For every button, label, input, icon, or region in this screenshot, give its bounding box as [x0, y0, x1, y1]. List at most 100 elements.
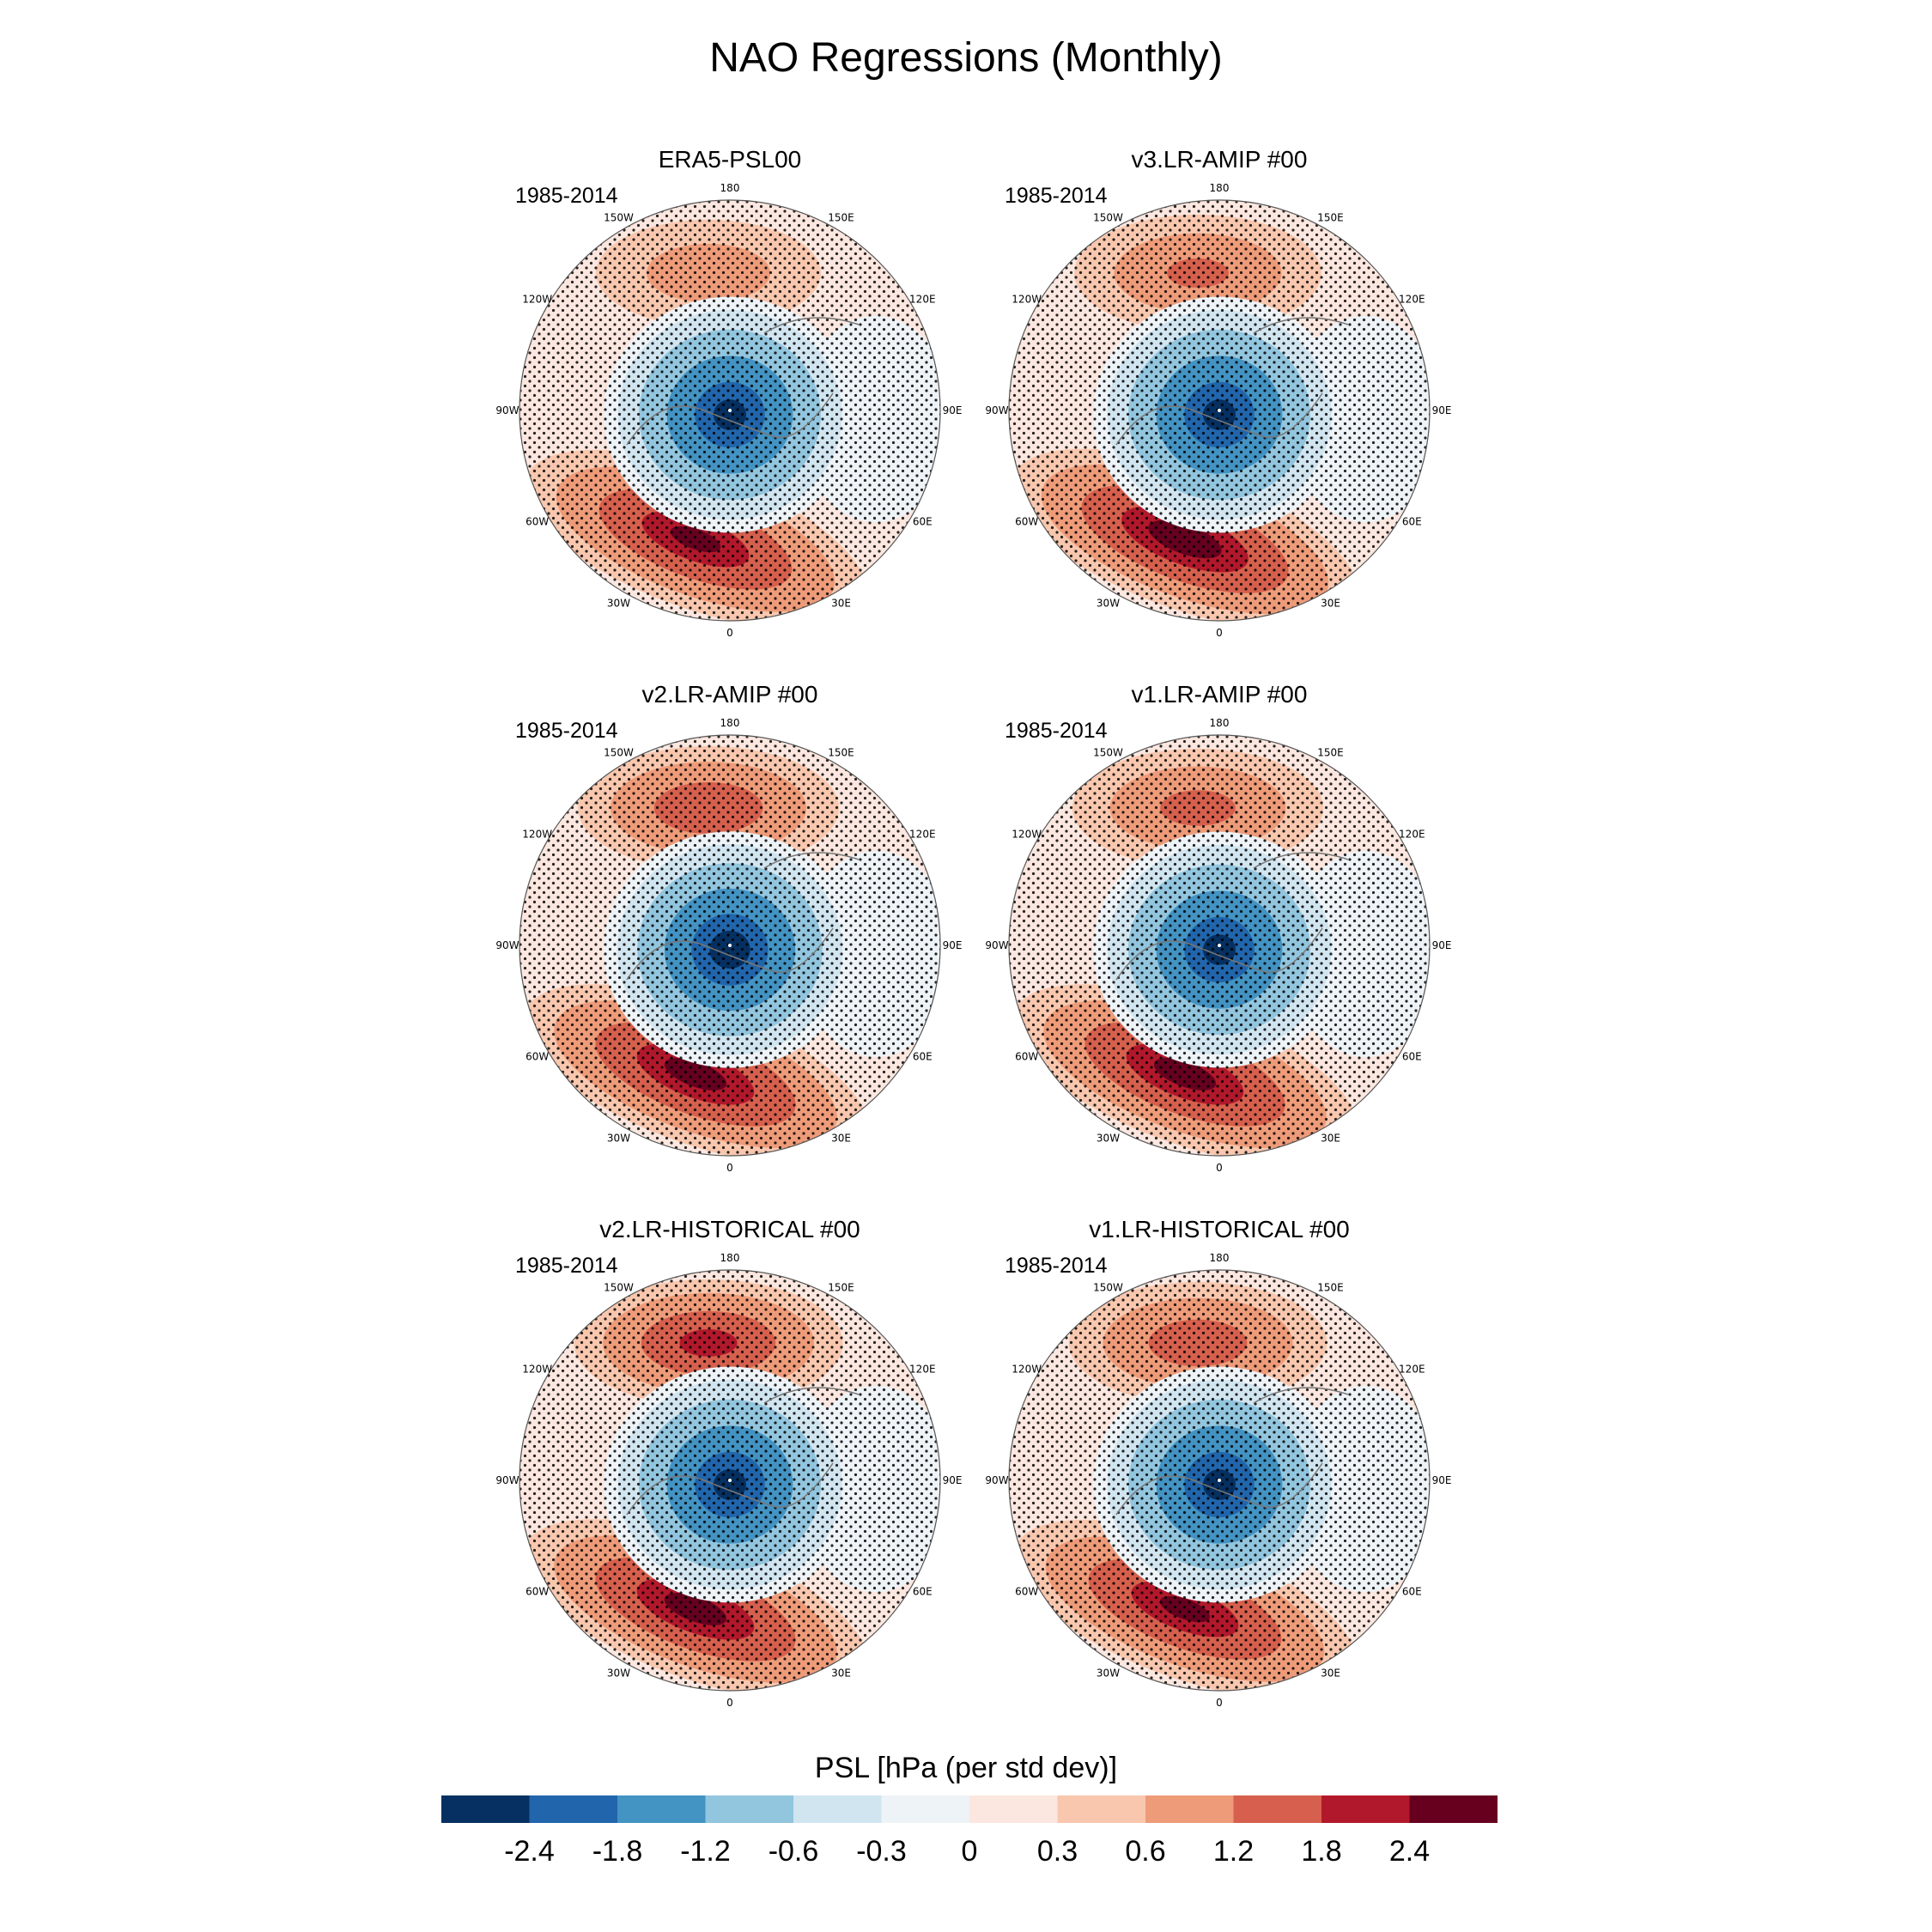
- longitude-label: 30E: [831, 1667, 851, 1679]
- longitude-label: 180: [1210, 717, 1230, 729]
- panel-years: 1985-2014: [1005, 719, 1108, 743]
- longitude-label: 120E: [1399, 1364, 1425, 1376]
- longitude-label: 120W: [522, 1364, 552, 1376]
- panel-title: v3.LR-AMIP #00: [1131, 146, 1308, 173]
- longitude-label: 30W: [1097, 1667, 1120, 1679]
- longitude-label: 180: [1210, 182, 1230, 194]
- panel-years: 1985-2014: [1005, 184, 1108, 208]
- longitude-label: 30W: [607, 597, 630, 609]
- longitude-label: 150E: [828, 1282, 854, 1294]
- colorbar-tick-label: -1.2: [680, 1835, 731, 1868]
- longitude-label: 180: [720, 1252, 740, 1264]
- longitude-label: 60W: [1015, 516, 1038, 528]
- colorbar-bin: [1145, 1795, 1234, 1823]
- colorbar-tick-label: 2.4: [1389, 1835, 1430, 1868]
- longitude-label: 90E: [1432, 939, 1452, 951]
- longitude-label: 180: [1210, 1252, 1230, 1264]
- longitude-label: 150W: [1093, 1282, 1123, 1294]
- longitude-label: 0: [1216, 627, 1223, 639]
- colorbar-tick-label: 1.2: [1213, 1835, 1254, 1868]
- pressure-field: [1009, 735, 1430, 1156]
- longitude-label: 30W: [1097, 1132, 1120, 1144]
- colorbar-tick-label: -0.6: [769, 1835, 819, 1868]
- longitude-label: 0: [1216, 1162, 1223, 1174]
- panel-title: v1.LR-HISTORICAL #00: [1089, 1216, 1350, 1242]
- north-pole-marker: [728, 409, 732, 412]
- north-pole-marker: [1218, 1479, 1221, 1482]
- pressure-field: [519, 735, 940, 1156]
- pressure-field: [1009, 1270, 1430, 1691]
- panel-years: 1985-2014: [515, 1254, 618, 1278]
- longitude-label: 60W: [1015, 1051, 1038, 1063]
- longitude-label: 30E: [1321, 1667, 1340, 1679]
- panel-title: v1.LR-AMIP #00: [1131, 681, 1308, 708]
- coastline: [626, 1387, 860, 1516]
- north-pole-marker: [1218, 409, 1221, 412]
- longitude-label: 120E: [909, 294, 936, 306]
- coastline: [1115, 852, 1349, 981]
- longitude-label: 90W: [495, 1474, 519, 1486]
- colorbar-bin: [1321, 1795, 1410, 1823]
- longitude-label: 60E: [913, 516, 933, 528]
- longitude-label: 150W: [1093, 747, 1123, 759]
- panel-years: 1985-2014: [515, 184, 618, 208]
- coastline: [1115, 317, 1349, 446]
- polar-map: 180 150E 120E 90E 60E 30E 0 30W 60W 90W 120W 150W: [985, 182, 1451, 639]
- longitude-label: 60E: [1402, 1586, 1422, 1598]
- polar-map: 180 150E 120E 90E 60E 30E 0 30W 60W 90W 120W 150W: [985, 1252, 1452, 1709]
- colorbar-bin: [969, 1795, 1058, 1823]
- longitude-label: 120E: [909, 829, 936, 841]
- longitude-label: 30E: [1321, 597, 1340, 609]
- polar-map: 180 150E 120E 90E 60E 30E 0 30W 60W 90W 120W 150W: [985, 717, 1452, 1174]
- longitude-label: 150E: [1317, 1282, 1344, 1294]
- panel-title: v2.LR-HISTORICAL #00: [599, 1216, 860, 1242]
- colorbar-bin: [441, 1795, 530, 1823]
- longitude-label: 90E: [1432, 1474, 1452, 1486]
- coastline: [626, 852, 860, 981]
- map-border: [519, 199, 941, 622]
- longitude-label: 120W: [1012, 1364, 1042, 1376]
- pressure-field: [519, 200, 940, 621]
- longitude-label: 150W: [604, 747, 634, 759]
- panel-title: ERA5-PSL00: [658, 146, 802, 173]
- longitude-label: 150W: [1093, 212, 1123, 224]
- longitude-label: 150E: [1317, 747, 1344, 759]
- longitude-label: 60W: [1015, 1586, 1038, 1598]
- north-pole-marker: [728, 1479, 732, 1482]
- longitude-label: 120E: [909, 1364, 936, 1376]
- longitude-label: 0: [1216, 1697, 1223, 1709]
- colorbar-tick-label: 0.3: [1037, 1835, 1078, 1868]
- map-panel: v1.LR-HISTORICAL #00 180 150E 120E 90E 60E 30E…: [979, 1216, 1460, 1731]
- panel-title: v2.LR-AMIP #00: [641, 681, 818, 708]
- longitude-label: 90W: [985, 939, 1008, 951]
- longitude-label: 60E: [913, 1051, 933, 1063]
- colorbar-tick-label: 0.6: [1125, 1835, 1165, 1868]
- colorbar-bin: [1233, 1795, 1321, 1823]
- map-border: [1008, 199, 1431, 622]
- map-panel: ERA5-PSL00 180 150E 120E 90E 60E 30E 0 30W 60W 90W…: [489, 146, 970, 661]
- longitude-label: 150E: [828, 212, 854, 224]
- longitude-label: 60W: [526, 1586, 549, 1598]
- map-panel: v2.LR-AMIP #00 180 150E 120E 90E 60E 30E 0 30W 60…: [489, 681, 970, 1196]
- north-pole-marker: [1218, 944, 1221, 947]
- longitude-label: 60W: [526, 516, 549, 528]
- longitude-label: 30E: [1321, 1132, 1340, 1144]
- longitude-label: 180: [720, 717, 740, 729]
- pressure-field: [1009, 200, 1430, 621]
- map-border: [1008, 1269, 1431, 1692]
- longitude-label: 60E: [1402, 516, 1422, 528]
- colorbar-bin: [881, 1795, 969, 1823]
- longitude-label: 120W: [1012, 294, 1042, 306]
- pressure-field: [519, 1270, 940, 1691]
- colorbar-tick-label: 1.8: [1301, 1835, 1341, 1868]
- coastline: [626, 317, 860, 446]
- longitude-label: 120W: [522, 294, 552, 306]
- map-border: [519, 734, 941, 1157]
- panel-years: 1985-2014: [1005, 1254, 1108, 1278]
- longitude-label: 60W: [526, 1051, 549, 1063]
- colorbar-tick-label: 0: [962, 1835, 978, 1868]
- longitude-label: 30E: [831, 597, 851, 609]
- colorbar-tick-label: -0.3: [856, 1835, 907, 1868]
- longitude-label: 150W: [604, 212, 634, 224]
- longitude-label: 90E: [943, 1474, 963, 1486]
